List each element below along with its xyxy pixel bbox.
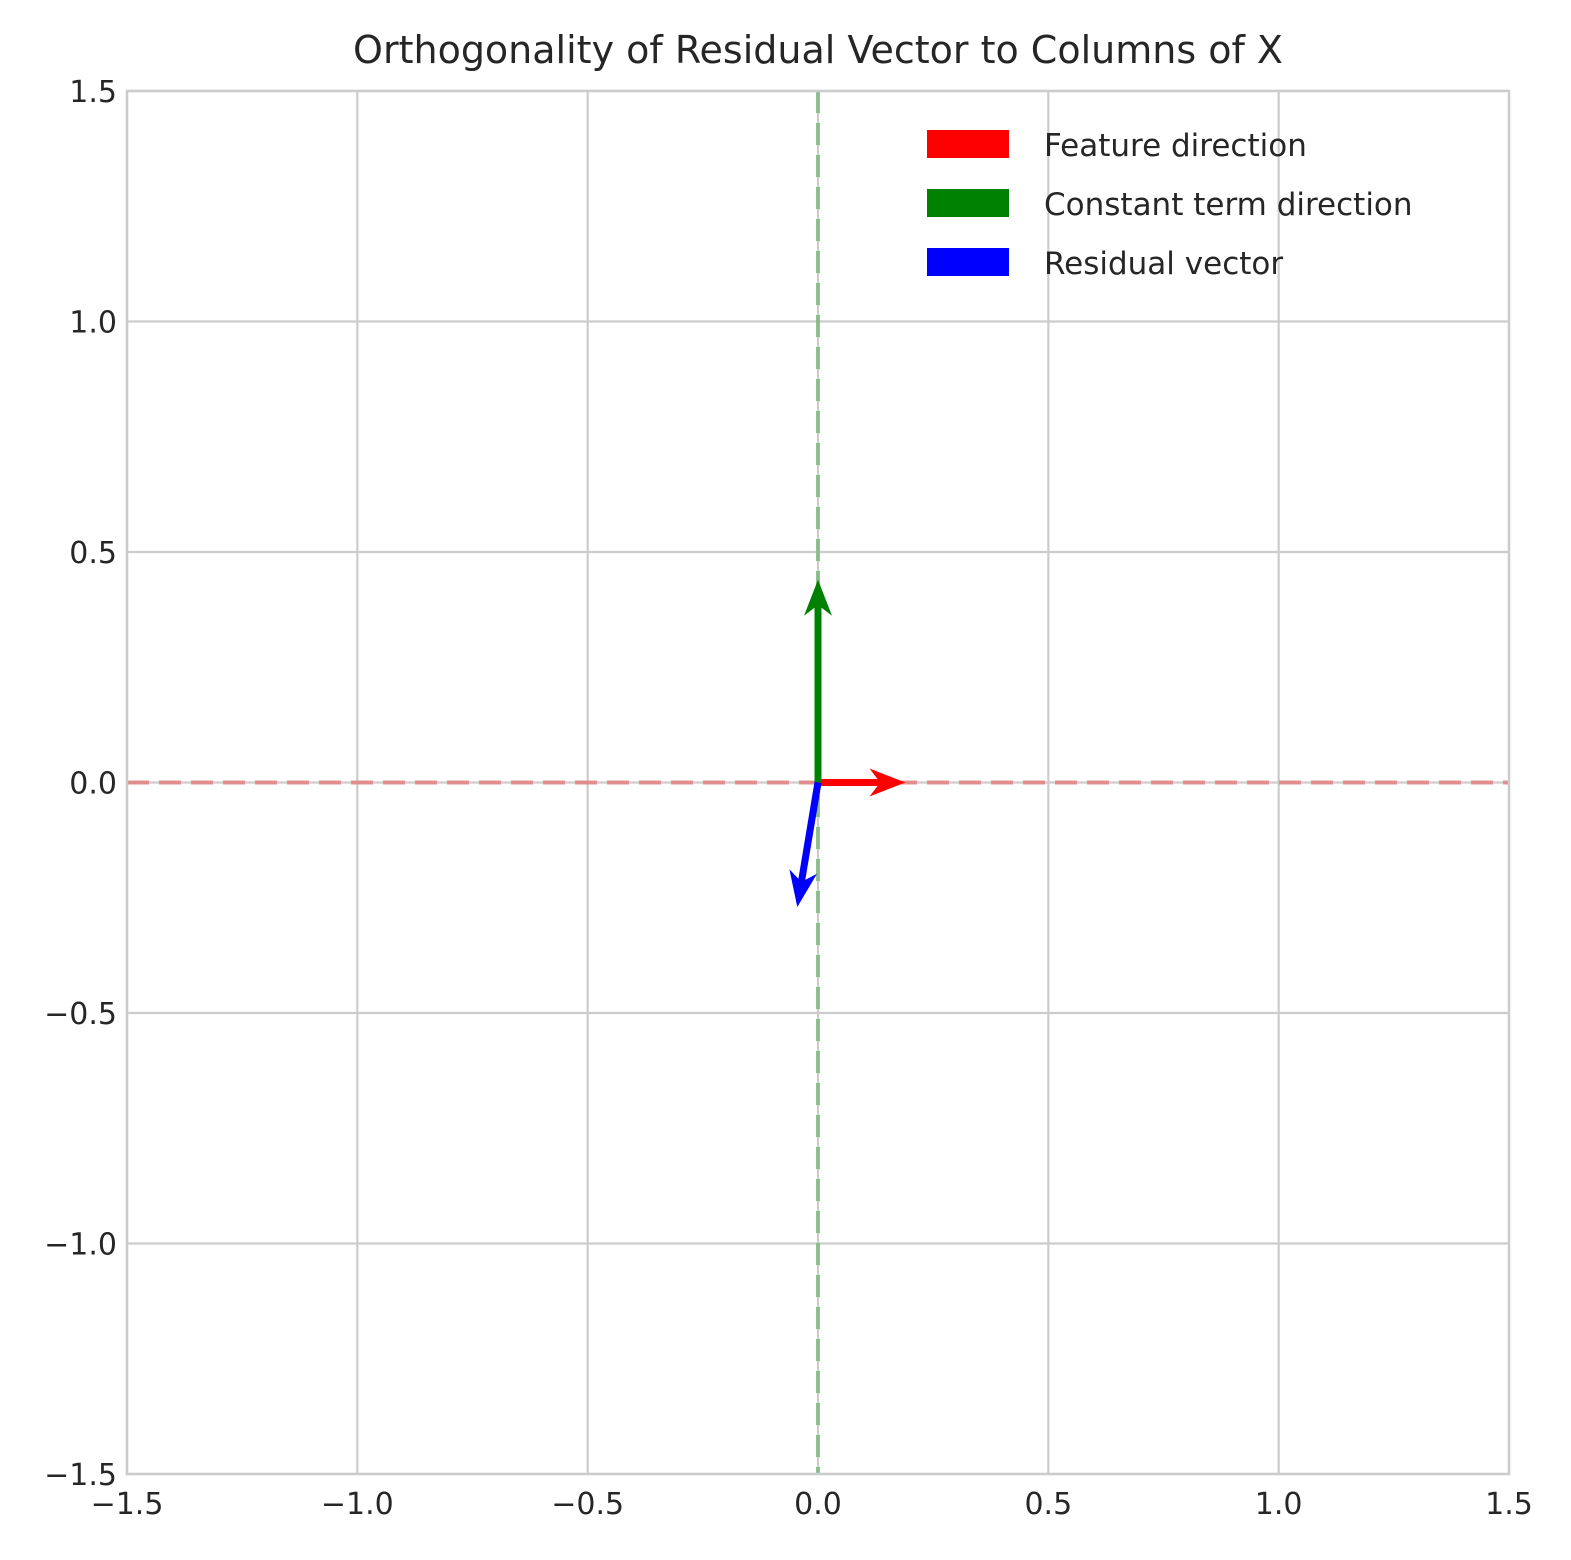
x-tick-label: −1.0 [321, 1487, 394, 1522]
plot-area: −1.5 −1.0 −0.5 0.0 0.5 1.0 1.5 −1.5 −1.0 −0.5 0.0 0… [44, 75, 1533, 1522]
y-tick-label: −1.5 [44, 1458, 117, 1493]
x-tick-label: 1.0 [1255, 1487, 1303, 1522]
legend-swatch [927, 248, 1009, 276]
legend: Feature direction Constant term direction… [927, 128, 1413, 282]
y-tick-label: 1.0 [69, 306, 117, 341]
chart-title: Orthogonality of Residual Vector to Colu… [353, 28, 1283, 72]
y-tick-label: −1.0 [44, 1228, 117, 1263]
legend-label: Residual vector [1044, 246, 1283, 282]
y-tick-label: 0.0 [69, 767, 117, 802]
constant-term-direction-arrow [804, 579, 832, 783]
x-tick-label: −1.5 [91, 1487, 164, 1522]
legend-swatch [927, 130, 1009, 158]
feature-direction-arrow [818, 768, 906, 797]
y-tick-label: −0.5 [44, 997, 117, 1032]
legend-label: Feature direction [1044, 128, 1307, 164]
legend-swatch [927, 189, 1009, 217]
axes-frame [125, 89, 1511, 1476]
y-tick-label: 1.5 [69, 75, 117, 110]
x-tick-label: 1.5 [1485, 1487, 1533, 1522]
x-tick-label: 0.0 [794, 1487, 842, 1522]
x-tick-label: −0.5 [551, 1487, 624, 1522]
y-tick-label: 0.5 [69, 536, 117, 571]
legend-label: Constant term direction [1044, 187, 1413, 223]
residual-vector-arrow [789, 781, 822, 907]
x-tick-label: 0.5 [1024, 1487, 1072, 1522]
